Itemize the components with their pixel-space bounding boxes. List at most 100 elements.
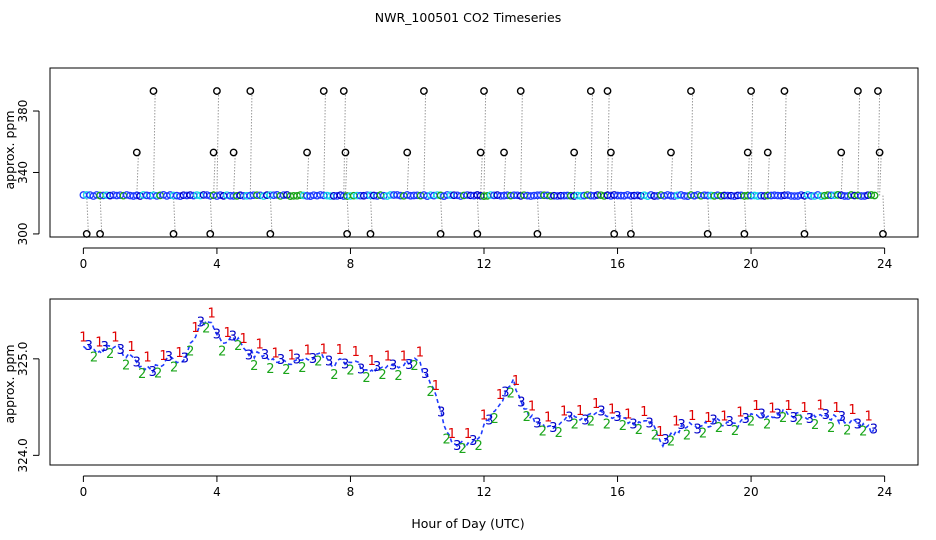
bottom-label-2: 2	[491, 412, 499, 427]
bottom-label-2: 2	[154, 367, 162, 382]
bottom-label-2: 2	[90, 351, 98, 366]
bottom-label-3: 3	[389, 359, 397, 374]
top-sample-spike	[323, 91, 326, 196]
bottom-label-2: 2	[234, 339, 242, 354]
bottom-series-line	[82, 319, 875, 450]
bottom-label-1: 1	[608, 402, 616, 417]
bottom-label-1: 1	[207, 307, 215, 322]
top-sample-point	[740, 230, 749, 238]
bottom-label-3: 3	[117, 343, 125, 358]
bottom-label-1: 1	[320, 342, 328, 357]
top-baseline-point	[870, 191, 879, 200]
top-sample-spike	[173, 195, 176, 234]
bottom-label-1: 1	[223, 326, 231, 341]
bottom-label-3: 3	[694, 422, 702, 437]
top-sample-point	[303, 148, 311, 157]
bottom-data-marks: 1321321321321321321321321321321321321321…	[79, 307, 878, 457]
bottom-label-1: 1	[191, 321, 199, 336]
bottom-label-3: 3	[677, 418, 685, 433]
bottom-label-3: 3	[357, 362, 365, 377]
bottom-x-tick-label: 24	[877, 485, 892, 499]
top-sample-spike	[480, 152, 483, 196]
bottom-label-1: 1	[544, 410, 552, 425]
top-sample-point	[403, 148, 412, 157]
bottom-label-2: 2	[314, 355, 322, 370]
bottom-label-3: 3	[758, 408, 766, 423]
bottom-label-2: 2	[619, 419, 627, 434]
bottom-label-1: 1	[656, 425, 664, 440]
top-sample-point	[743, 148, 752, 157]
bottom-label-3: 3	[806, 412, 814, 427]
top-sample-spike	[136, 152, 139, 196]
bottom-label-1: 1	[159, 349, 167, 364]
bottom-label-2: 2	[571, 418, 579, 433]
bottom-label-2: 2	[186, 344, 194, 359]
bottom-label-3: 3	[469, 434, 477, 449]
top-sample-point	[341, 148, 350, 157]
top-sample-point	[780, 87, 789, 95]
bottom-label-3: 3	[341, 357, 349, 372]
bottom-label-3: 3	[373, 360, 381, 375]
bottom-label-2: 2	[458, 442, 466, 457]
bottom-label-3: 3	[822, 408, 830, 423]
bottom-label-2: 2	[106, 347, 114, 362]
top-sample-point	[339, 87, 348, 95]
bottom-label-2: 2	[218, 344, 226, 359]
top-sample-spike	[690, 91, 694, 196]
bottom-label-1: 1	[256, 337, 264, 352]
bottom-label-2: 2	[779, 411, 787, 426]
top-sample-spike	[369, 195, 373, 234]
bottom-label-3: 3	[101, 340, 109, 355]
top-sample-spike	[249, 91, 253, 196]
top-sample-spike	[783, 91, 787, 196]
bottom-label-1: 1	[143, 350, 151, 365]
top-sample-spike	[476, 195, 480, 234]
top-sample-spike	[423, 91, 427, 196]
bottom-label-3: 3	[742, 412, 750, 427]
bottom-label-2: 2	[138, 367, 146, 382]
bottom-label-3: 3	[325, 354, 333, 369]
bottom-label-3: 3	[838, 410, 846, 425]
top-sample-spike	[607, 91, 610, 196]
bottom-label-2: 2	[603, 417, 611, 432]
bottom-label-1: 1	[800, 401, 808, 416]
bottom-label-2: 2	[330, 368, 338, 383]
bottom-label-2: 2	[250, 359, 258, 374]
top-sample-point	[149, 87, 158, 95]
bottom-label-1: 1	[736, 406, 744, 421]
bottom-label-2: 2	[795, 413, 803, 428]
bottom-label-2: 2	[811, 418, 819, 433]
bottom-y-tick-label: 325.0	[16, 342, 30, 376]
top-sample-point	[420, 87, 428, 95]
bottom-label-1: 1	[816, 399, 824, 414]
bottom-label-1: 1	[464, 427, 472, 442]
bottom-label-1: 1	[752, 399, 760, 414]
bottom-label-3: 3	[245, 348, 253, 363]
bottom-label-3: 3	[293, 353, 301, 368]
top-sample-point	[854, 87, 862, 95]
bottom-label-2: 2	[539, 425, 547, 440]
top-sample-point	[169, 230, 178, 238]
bottom-label-2: 2	[122, 359, 130, 374]
top-sample-point	[703, 230, 712, 238]
bottom-plot-frame	[49, 298, 919, 466]
top-sample-point	[343, 230, 352, 238]
bottom-label-3: 3	[309, 352, 317, 367]
top-sample-point	[500, 148, 508, 157]
top-sample-point	[96, 230, 104, 238]
top-sample-point	[879, 230, 887, 238]
bottom-x-tick-label: 20	[743, 485, 758, 499]
top-x-tick-label: 20	[743, 257, 758, 271]
bottom-label-3: 3	[854, 417, 862, 432]
top-x-tick-label: 0	[80, 257, 88, 271]
bottom-label-1: 1	[175, 346, 183, 361]
top-sample-point	[516, 87, 525, 95]
top-sample-point	[366, 230, 375, 238]
top-sample-spike	[86, 195, 89, 234]
bottom-label-1: 1	[95, 335, 103, 350]
bottom-label-3: 3	[501, 385, 509, 400]
bottom-label-2: 2	[282, 363, 290, 378]
bottom-label-1: 1	[864, 409, 872, 424]
top-sample-spike	[747, 152, 750, 196]
